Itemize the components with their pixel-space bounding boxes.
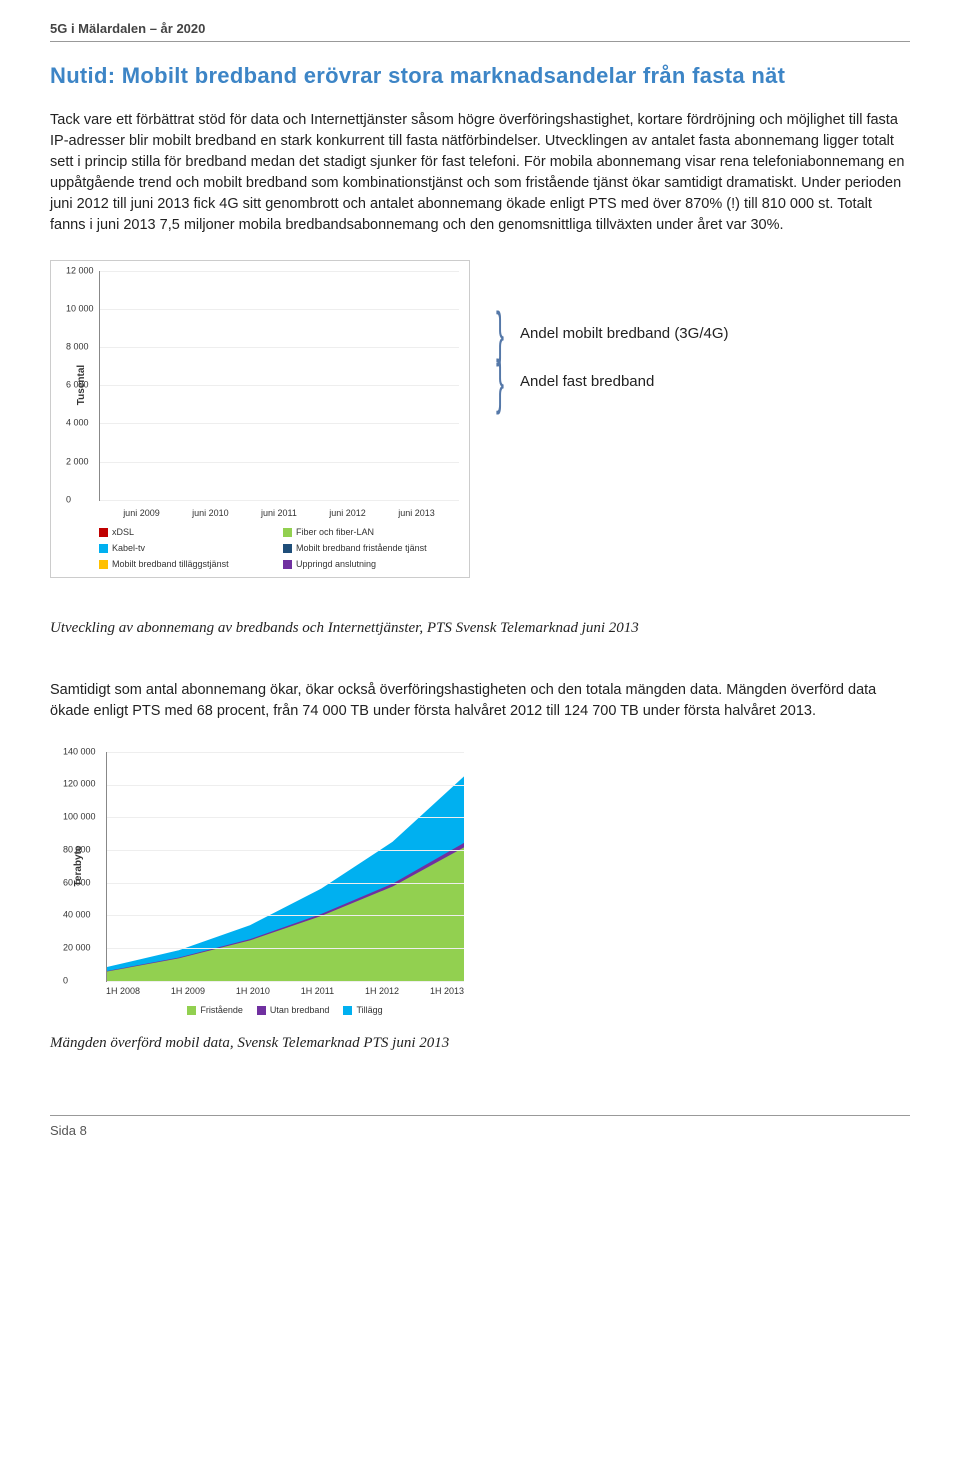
page-label: Sida — [50, 1123, 76, 1138]
chart1-xlabel: juni 2011 — [261, 507, 297, 520]
chart2-xlabel: 1H 2008 — [106, 985, 140, 998]
chart1-container: Tusental 02 0004 0006 0008 00010 00012 0… — [50, 260, 470, 578]
chart1-ytick: 10 000 — [66, 302, 94, 315]
legend-item: xDSL — [99, 526, 275, 539]
legend-item: Mobilt bredband tilläggstjänst — [99, 558, 275, 571]
chart1-ytick: 8 000 — [66, 341, 89, 354]
annot-upper: Andel mobilt bredband (3G/4G) — [520, 325, 728, 342]
body-paragraph-1: Tack vare ett förbättrat stöd för data o… — [50, 110, 910, 236]
chart2-legend: Fristående Utan bredband Tillägg — [106, 1004, 464, 1017]
page-header: 5G i Mälardalen – år 2020 — [50, 20, 910, 42]
chart2-caption: Mängden överförd mobil data, Svensk Tele… — [50, 1033, 910, 1055]
page-number: 8 — [80, 1123, 87, 1138]
chart2-xlabel: 1H 2012 — [365, 985, 399, 998]
chart1-xlabel: juni 2010 — [192, 507, 229, 520]
chart1-xlabel: juni 2012 — [329, 507, 366, 520]
chart1-ytick: 12 000 — [66, 264, 94, 277]
section-heading: Nutid: Mobilt bredband erövrar stora mar… — [50, 60, 910, 92]
legend-item: Fiber och fiber-LAN — [283, 526, 459, 539]
chart1-ytick: 4 000 — [66, 417, 89, 430]
chart2-xlabel: 1H 2013 — [430, 985, 464, 998]
chart2-svg — [107, 752, 464, 981]
chart2-ytick: 40 000 — [63, 909, 91, 922]
chart2-container: Terabyte 020 00040 00060 00080 000100 00… — [50, 746, 470, 1021]
chart1-row: Tusental 02 0004 0006 0008 00010 00012 0… — [50, 260, 910, 578]
chart1-ytick: 2 000 — [66, 455, 89, 468]
chart2-xlabels: 1H 2008 1H 2009 1H 2010 1H 2011 1H 2012 1H 20… — [106, 982, 464, 1004]
chart1-annotations: }Andel mobilt bredband (3G/4G) }Andel fa… — [490, 260, 729, 406]
chart2-plot: Terabyte 020 00040 00060 00080 000100 00… — [106, 752, 464, 982]
chart1-ytick: 0 — [66, 493, 71, 506]
annot-lower: Andel fast bredband — [520, 373, 654, 390]
chart2-ytick: 120 000 — [63, 778, 96, 791]
legend-item: Mobilt bredband fristående tjänst — [283, 542, 459, 555]
chart1-xlabel: juni 2009 — [123, 507, 160, 520]
legend-item: Tillägg — [343, 1004, 382, 1017]
chart1-ytick: 6 000 — [66, 379, 89, 392]
chart2-xlabel: 1H 2009 — [171, 985, 205, 998]
page-footer: Sida 8 — [50, 1115, 910, 1141]
chart2-xlabel: 1H 2010 — [236, 985, 270, 998]
legend-item: Uppringd anslutning — [283, 558, 459, 571]
chart1-plot: Tusental 02 0004 0006 0008 00010 00012 0… — [99, 271, 459, 501]
legend-item: Utan bredband — [257, 1004, 330, 1017]
chart2-ytick: 20 000 — [63, 942, 91, 955]
chart2-ytick: 140 000 — [63, 745, 96, 758]
chart2-ytick: 80 000 — [63, 843, 91, 856]
chart2-ytick: 60 000 — [63, 876, 91, 889]
chart1-legend: xDSL Fiber och fiber-LAN Kabel-tv Mobilt br… — [99, 526, 459, 571]
chart2-xlabel: 1H 2011 — [301, 985, 334, 998]
chart1-caption: Utveckling av abonnemang av bredbands oc… — [50, 618, 910, 640]
chart1-xlabels: juni 2009 juni 2010 juni 2011 juni 2012 juni… — [99, 505, 459, 526]
chart2-ytick: 100 000 — [63, 811, 96, 824]
chart1-xlabel: juni 2013 — [398, 507, 435, 520]
body-paragraph-2: Samtidigt som antal abonnemang ökar, öka… — [50, 680, 910, 722]
chart2-ytick: 0 — [63, 974, 68, 987]
legend-item: Fristående — [187, 1004, 243, 1017]
legend-item: Kabel-tv — [99, 542, 275, 555]
